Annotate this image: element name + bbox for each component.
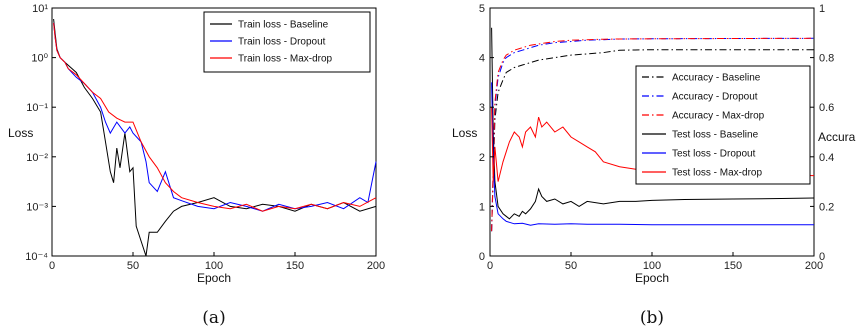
legend-label-b-2: Accuracy - Max-drop — [672, 111, 765, 122]
y-tick-label-a-4: 10⁰ — [31, 53, 48, 65]
series-line-a-0 — [53, 18, 377, 257]
legend-label-b-0: Accuracy - Baseline — [672, 73, 761, 84]
y-axis-ticks-a: 10⁻⁴ 10⁻³ 10⁻² 10⁻¹ 10⁰ 10¹ — [25, 3, 56, 263]
y2-tick-label-b-2: 0.4 — [819, 152, 834, 164]
legend-label-b-4: Test loss - Dropout — [672, 149, 756, 160]
y-tick-label-a-2: 10⁻² — [26, 152, 48, 164]
x-tick-label-a-3: 150 — [286, 260, 304, 272]
x-axis-ticks-b: 0 50 100 150 200 — [487, 252, 823, 272]
chart-panel-b: 0 50 100 150 200 0 1 2 3 4 5 0 0.2 0.4 0.6 0.8 1 Epoch… — [452, 3, 856, 328]
chart-panel-a: 0 50 100 150 200 10⁻⁴ 10⁻³ 10⁻² 10⁻¹ 10⁰ 10¹ Epoc… — [8, 3, 385, 328]
legend-label-b-1: Accuracy - Dropout — [672, 92, 758, 103]
y-axis-ticks-b: 0 1 2 3 4 5 — [479, 3, 494, 263]
y-axis-label-a: Loss — [8, 126, 33, 140]
y2-tick-label-b-4: 0.8 — [819, 53, 834, 65]
y2-tick-label-b-1: 0.2 — [819, 201, 834, 213]
y2-axis-ticks-b: 0 0.2 0.4 0.6 0.8 1 — [810, 3, 834, 263]
y2-axis-label-b: Accura — [818, 130, 856, 144]
y2-tick-label-b-3: 0.6 — [819, 102, 834, 114]
series-line-a-2 — [53, 22, 377, 212]
y-tick-label-a-1: 10⁻³ — [26, 201, 48, 213]
legend-b: Accuracy - Baseline Accuracy - Dropout Acc… — [635, 65, 811, 185]
y-tick-label-b-1: 1 — [479, 201, 485, 213]
y-tick-label-b-2: 2 — [479, 152, 485, 164]
y2-tick-label-b-5: 1 — [819, 3, 825, 15]
x-tick-label-b-1: 50 — [565, 260, 577, 272]
x-tick-label-a-2: 100 — [205, 260, 223, 272]
series-line-b-1 — [491, 37, 815, 232]
x-axis-ticks-a: 0 50 100 150 200 — [49, 252, 385, 272]
x-tick-label-a-4: 200 — [367, 260, 385, 272]
y-tick-label-a-3: 10⁻¹ — [26, 102, 48, 114]
x-tick-label-b-4: 200 — [805, 260, 823, 272]
y-tick-label-b-0: 0 — [479, 251, 485, 263]
legend-box-a — [203, 11, 371, 73]
x-tick-label-b-3: 150 — [724, 260, 742, 272]
x-tick-label-b-2: 100 — [643, 260, 661, 272]
y-tick-label-a-5: 10¹ — [32, 3, 48, 15]
legend-label-b-5: Test loss - Max-drop — [672, 168, 762, 179]
legend-label-b-3: Test loss - Baseline — [672, 130, 759, 141]
legend-label-a-1: Train loss - Dropout — [238, 37, 326, 48]
y-axis-label-b: Loss — [452, 126, 477, 140]
y-tick-label-b-3: 3 — [479, 102, 485, 114]
y2-tick-label-b-0: 0 — [819, 251, 825, 263]
x-tick-label-a-0: 0 — [49, 260, 55, 272]
series-line-b-0 — [491, 49, 814, 232]
legend-label-a-0: Train loss - Baseline — [238, 20, 329, 31]
legend-label-a-2: Train loss - Max-drop — [238, 54, 333, 65]
x-tick-label-a-1: 50 — [127, 260, 139, 272]
caption-b: (b) — [640, 308, 664, 328]
series-line-b-3 — [491, 27, 815, 220]
series-group-b — [491, 27, 815, 232]
legend-box-b — [635, 65, 811, 185]
series-line-b-4 — [491, 82, 814, 226]
legend-a: Train loss - Baseline Train loss - Dropou… — [203, 11, 371, 73]
y-tick-label-b-5: 5 — [479, 3, 485, 15]
y-tick-label-a-0: 10⁻⁴ — [25, 251, 48, 263]
series-group-a — [53, 18, 377, 257]
x-axis-label-b: Epoch — [635, 271, 669, 285]
x-tick-label-b-0: 0 — [487, 260, 493, 272]
y-tick-label-b-4: 4 — [479, 53, 485, 65]
caption-a: (a) — [202, 308, 225, 328]
x-axis-label-a: Epoch — [197, 271, 231, 285]
series-line-b-2 — [491, 37, 815, 232]
